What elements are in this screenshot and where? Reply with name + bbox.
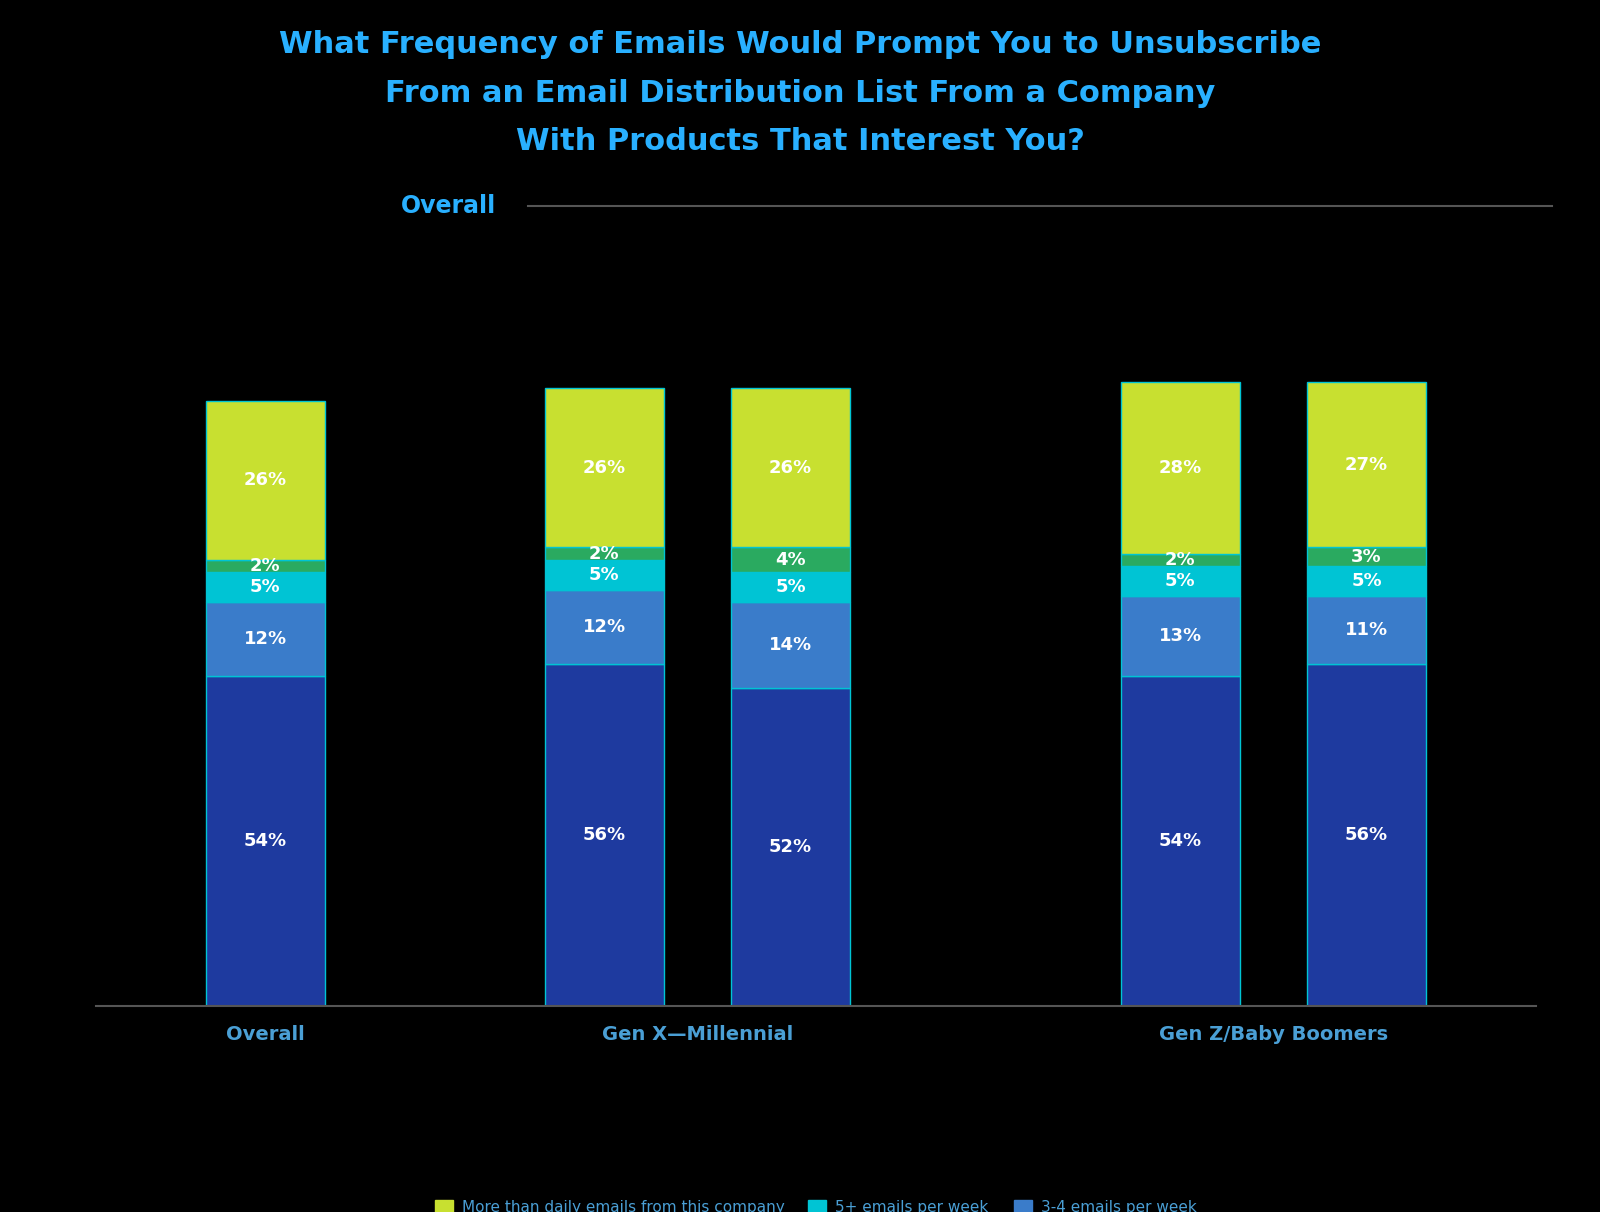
Text: 3%: 3% — [1352, 548, 1382, 566]
Bar — [546, 560, 664, 590]
Bar — [1307, 596, 1426, 663]
Text: 56%: 56% — [582, 825, 626, 844]
Text: 54%: 54% — [1158, 831, 1202, 850]
Text: 27%: 27% — [1346, 456, 1389, 474]
Bar — [1307, 663, 1426, 1006]
Bar — [1307, 566, 1426, 596]
Bar — [731, 388, 850, 548]
Text: 14%: 14% — [770, 636, 813, 654]
Text: With Products That Interest You?: With Products That Interest You? — [515, 127, 1085, 156]
Text: 2%: 2% — [1165, 550, 1195, 568]
Bar — [1122, 596, 1240, 676]
Text: Overall: Overall — [400, 194, 496, 218]
Text: 11%: 11% — [1346, 621, 1389, 639]
Text: What Frequency of Emails Would Prompt You to Unsubscribe: What Frequency of Emails Would Prompt Yo… — [278, 30, 1322, 59]
Bar — [546, 663, 664, 1006]
Bar — [1122, 382, 1240, 554]
Bar — [731, 572, 850, 602]
Text: 26%: 26% — [243, 471, 286, 490]
Text: 2%: 2% — [589, 544, 619, 562]
Bar — [731, 548, 850, 572]
Text: 54%: 54% — [243, 831, 286, 850]
Bar — [206, 560, 325, 572]
Bar — [206, 572, 325, 602]
Text: 52%: 52% — [770, 837, 813, 856]
Bar — [731, 602, 850, 688]
Text: 26%: 26% — [582, 459, 626, 476]
Bar — [1122, 566, 1240, 596]
Text: 4%: 4% — [776, 550, 806, 568]
Bar — [1122, 554, 1240, 566]
Bar — [206, 401, 325, 560]
Bar — [1307, 382, 1426, 548]
Bar — [1307, 548, 1426, 566]
Text: 13%: 13% — [1158, 627, 1202, 645]
Text: 56%: 56% — [1346, 825, 1389, 844]
Text: 5%: 5% — [1352, 572, 1382, 590]
Bar — [546, 548, 664, 560]
Text: 12%: 12% — [582, 618, 626, 636]
Bar — [546, 388, 664, 548]
Text: 5%: 5% — [776, 578, 806, 596]
Bar — [731, 688, 850, 1006]
Legend: More than daily emails from this company, Daily emails from this company, 5+ ema: More than daily emails from this company… — [429, 1194, 1203, 1212]
Text: From an Email Distribution List From a Company: From an Email Distribution List From a C… — [386, 79, 1214, 108]
Text: 26%: 26% — [770, 459, 813, 476]
Bar — [546, 590, 664, 663]
Text: 2%: 2% — [250, 556, 280, 574]
Bar — [1122, 676, 1240, 1006]
Text: 5%: 5% — [589, 566, 619, 584]
Text: 12%: 12% — [243, 630, 286, 648]
Text: 28%: 28% — [1158, 459, 1202, 476]
Text: 5%: 5% — [1165, 572, 1195, 590]
Bar — [206, 676, 325, 1006]
Bar — [206, 602, 325, 676]
Text: 5%: 5% — [250, 578, 280, 596]
